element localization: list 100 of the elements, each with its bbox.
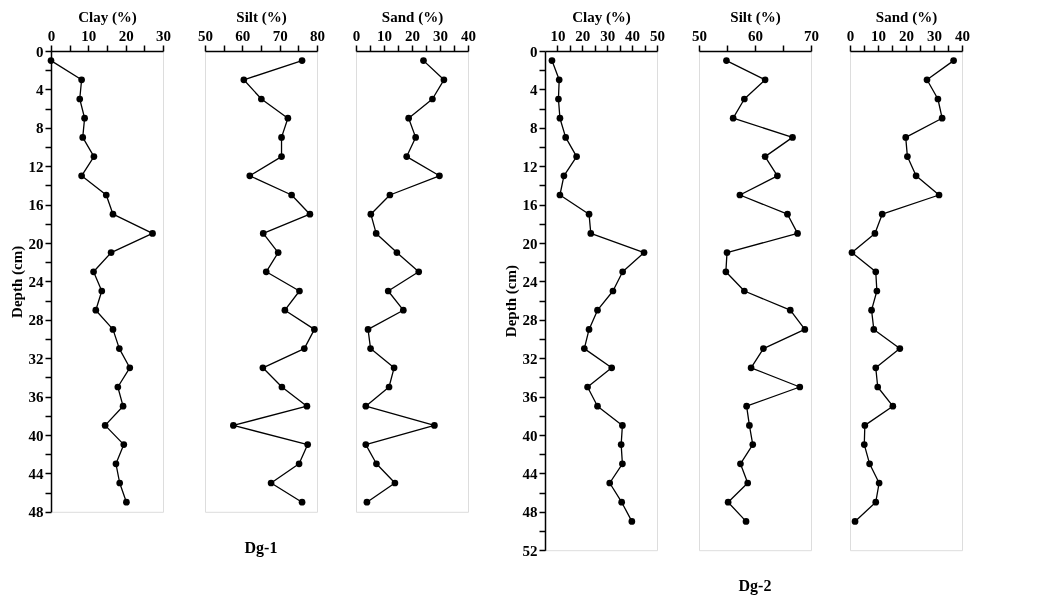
- point: [393, 249, 401, 256]
- point: [429, 95, 436, 103]
- point: [76, 95, 84, 103]
- point: [628, 518, 636, 525]
- point: [278, 153, 285, 160]
- point: [556, 191, 564, 199]
- point: [902, 134, 910, 141]
- y-tick-label: 4: [36, 81, 44, 98]
- y-tick-label: 0: [530, 43, 538, 60]
- y-tick-label: 52: [522, 542, 538, 559]
- y-tick-label: 44: [28, 465, 44, 482]
- point: [109, 210, 117, 218]
- x-axis-title: Sand (%): [381, 8, 444, 26]
- point: [246, 172, 254, 180]
- point: [743, 402, 750, 410]
- point: [722, 268, 730, 276]
- point: [405, 114, 412, 122]
- point: [303, 402, 311, 410]
- point: [619, 268, 627, 276]
- point: [870, 326, 878, 333]
- point: [774, 172, 781, 180]
- y-tick-label: 24: [522, 273, 538, 290]
- point: [618, 498, 626, 506]
- point: [107, 249, 115, 256]
- y-tick-label: 48: [28, 504, 44, 521]
- point: [760, 345, 767, 352]
- point: [873, 287, 881, 295]
- x-tick-label: 30: [156, 27, 171, 44]
- point: [267, 479, 275, 487]
- point: [79, 134, 87, 141]
- x-tick-label: 50: [692, 27, 707, 44]
- point: [619, 422, 626, 429]
- point: [385, 383, 393, 391]
- point: [399, 306, 407, 314]
- x-tick-label: 70: [804, 27, 819, 44]
- point: [119, 402, 127, 410]
- point: [436, 172, 443, 180]
- point: [872, 268, 880, 276]
- point: [796, 383, 804, 391]
- x-tick-label: 70: [272, 27, 288, 44]
- point: [278, 383, 286, 391]
- point: [889, 402, 897, 410]
- point: [78, 76, 85, 84]
- point: [92, 306, 100, 314]
- x-tick-label: 10: [871, 27, 886, 44]
- point: [101, 422, 109, 429]
- point: [874, 383, 882, 391]
- point: [391, 479, 399, 487]
- x-tick-label: 40: [461, 27, 476, 44]
- point: [878, 210, 886, 218]
- point: [923, 76, 931, 84]
- point: [304, 441, 312, 448]
- y-tick-label: 8: [36, 120, 44, 137]
- x-tick-label: 40: [955, 27, 970, 44]
- y-tick-label: 48: [522, 504, 538, 521]
- y-tick-label: 20: [522, 235, 538, 252]
- y-tick-label: 44: [522, 465, 538, 482]
- x-tick-label: 50: [650, 27, 665, 44]
- text: Dg-1: [244, 538, 278, 557]
- y-tick-label: 36: [522, 389, 538, 406]
- x-axis-title: Clay (%): [78, 8, 137, 26]
- x-tick-label: 20: [405, 27, 420, 44]
- point: [737, 460, 744, 468]
- x-axis-title: Silt (%): [236, 8, 287, 26]
- point: [761, 76, 769, 84]
- x-tick-label: 40: [625, 27, 641, 44]
- x-tick-label: 60: [235, 27, 251, 44]
- point: [126, 364, 134, 372]
- point: [872, 498, 880, 506]
- point: [431, 422, 438, 429]
- point: [585, 210, 593, 218]
- point: [938, 114, 946, 122]
- point: [950, 57, 957, 64]
- point: [747, 364, 755, 372]
- point: [116, 479, 124, 487]
- text: Dg-2: [738, 577, 772, 596]
- y-tick-label: 28: [28, 312, 44, 329]
- point: [801, 326, 809, 333]
- point: [300, 345, 308, 352]
- y-tick-label: 8: [530, 120, 538, 137]
- x-tick-label: 60: [748, 27, 763, 44]
- y-tick-label: 0: [36, 43, 44, 60]
- y-tick-label: 28: [522, 312, 538, 329]
- point: [115, 345, 123, 352]
- point: [367, 210, 375, 218]
- point: [240, 76, 248, 84]
- y-tick-label: 12: [28, 158, 44, 175]
- y-tick-label: 32: [28, 350, 44, 367]
- point: [288, 191, 295, 199]
- point: [274, 249, 282, 256]
- point: [415, 268, 423, 276]
- point: [373, 460, 380, 468]
- point: [262, 268, 270, 276]
- point: [548, 57, 556, 64]
- y-tick-label: 20: [28, 235, 44, 252]
- point: [587, 230, 595, 237]
- point: [746, 422, 753, 429]
- point: [555, 76, 563, 84]
- point: [81, 114, 88, 122]
- point: [364, 326, 372, 333]
